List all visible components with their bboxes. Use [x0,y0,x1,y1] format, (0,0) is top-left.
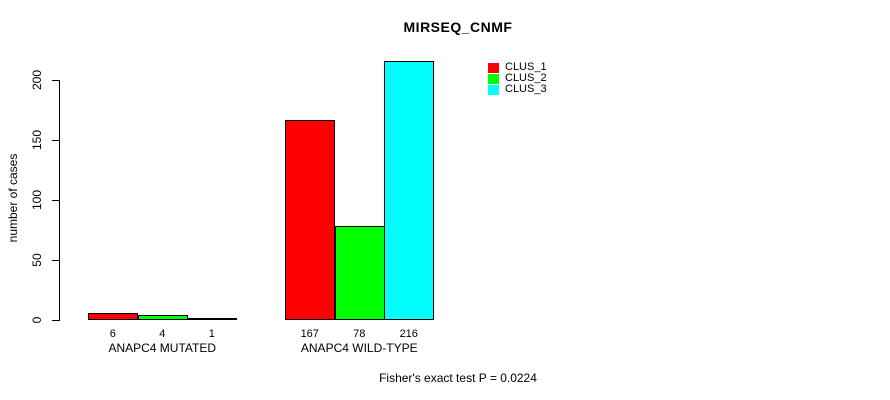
x-group-label: ANAPC4 MUTATED [108,341,217,355]
legend-row: CLUS_1 [488,62,547,73]
bar-clus_2-group2 [334,226,385,320]
x-group-label: ANAPC4 WILD-TYPE [300,341,418,355]
fisher-test-annotation: Fisher's exact test P = 0.0224 [379,371,537,385]
legend-swatch-clus_3 [488,84,499,95]
y-axis-tick-label: 50 [30,253,44,267]
legend-swatch-clus_2 [488,73,499,84]
y-axis-tick [52,200,59,201]
bar-clus_3-group1 [187,318,237,320]
legend-row: CLUS_3 [488,84,547,95]
y-axis-tick-label: 150 [30,129,44,151]
y-axis-tick [52,80,59,81]
legend-label: CLUS_1 [505,61,547,73]
y-axis-tick-label: 100 [30,189,44,211]
bar-clus_1-group2 [285,120,335,320]
bar-value-label: 1 [208,328,215,340]
y-axis-tick [52,140,59,141]
legend-row: CLUS_2 [488,73,547,84]
bar-value-label: 4 [159,328,166,340]
bar-value-label: 6 [109,328,116,340]
y-axis-tick [52,320,59,321]
y-axis-tick [52,260,59,261]
bar-clus_2-group1 [137,315,188,320]
bar-clus_3-group2 [384,61,434,320]
y-axis-line [59,80,60,321]
bar-value-label: 78 [353,328,366,340]
legend-label: CLUS_2 [505,72,547,84]
chart-title: MIRSEQ_CNMF [403,19,513,35]
legend-label: CLUS_3 [505,83,547,95]
bar-clus_1-group1 [88,313,138,320]
y-axis-tick-label: 200 [30,69,44,91]
bar-value-label: 216 [399,328,418,340]
legend-swatch-clus_1 [488,62,499,73]
bar-value-label: 167 [300,328,319,340]
y-axis-tick-label: 0 [30,316,44,324]
legend: CLUS_1 CLUS_2 CLUS_3 [488,62,547,95]
